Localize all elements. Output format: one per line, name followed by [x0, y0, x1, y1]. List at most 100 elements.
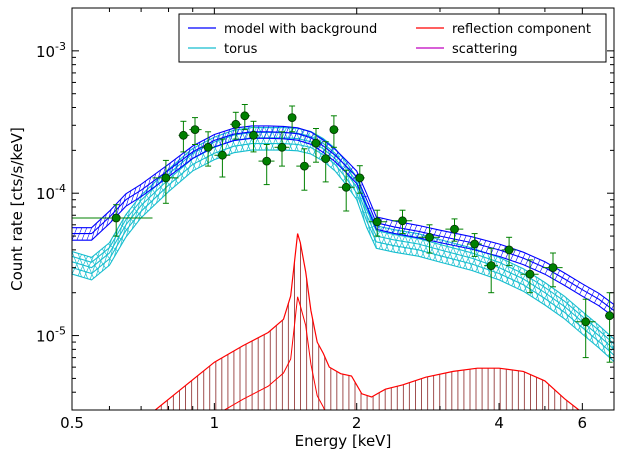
torus-hatch-line [481, 251, 492, 278]
model-hatch-line [190, 144, 196, 161]
torus-hatch-line [541, 280, 552, 310]
model-hatch-line [96, 218, 102, 236]
torus-hatch-line [517, 265, 528, 294]
model-hatch-line [411, 224, 418, 237]
y-tick-exponent: -3 [55, 40, 66, 53]
data-point [178, 120, 190, 153]
model-hatch-line [352, 173, 359, 180]
model-hatch-line [480, 240, 487, 252]
model-hatch-line [495, 244, 501, 256]
data-point [240, 104, 251, 131]
model-hatch-line [337, 156, 344, 165]
data-marker [262, 156, 272, 166]
data-point [189, 117, 202, 145]
x-tick-label: 2 [352, 414, 362, 432]
model-hatch-line [180, 151, 186, 168]
torus-hatch-line [493, 255, 504, 282]
model-hatch-line [81, 227, 88, 241]
model-hatch-line [214, 132, 221, 147]
data-marker [240, 111, 250, 121]
model-hatch-line [283, 126, 290, 139]
model-hatch-line [258, 125, 265, 139]
data-point [354, 165, 365, 194]
torus-hatch-line [535, 276, 546, 306]
model-hatch-line [125, 190, 132, 207]
model-hatch-line [101, 213, 107, 231]
x-tick-label: 0.5 [60, 414, 84, 432]
data-point [230, 111, 242, 140]
torus-hatch-line [330, 144, 341, 178]
data-point [296, 148, 311, 191]
model-hatch-line [465, 236, 472, 249]
x-tick-label: 6 [578, 414, 588, 432]
model-hatch-line [446, 232, 452, 245]
torus-hatch-line [186, 153, 197, 170]
data-marker [287, 113, 297, 122]
reflection-line [154, 233, 580, 410]
y-tick-labels: 10-510-410-3 [36, 40, 66, 346]
model-hatch-line [598, 297, 605, 307]
model-hatch-line [293, 127, 299, 140]
model-hatch-line [362, 195, 368, 198]
torus-hatch-line [595, 322, 606, 355]
legend-label-torus: torus [224, 42, 258, 57]
model-hatch-line [347, 166, 354, 175]
model-hatch-line [564, 276, 570, 286]
legend-box [178, 13, 607, 63]
data-marker [178, 130, 188, 140]
torus-hatch-line [354, 174, 366, 222]
model-hatch-line [500, 246, 506, 258]
model-hatch-line [392, 221, 398, 234]
model-hatch-line [288, 127, 294, 140]
model-hatch-line [308, 133, 314, 144]
model-hatch-line [529, 257, 536, 268]
data-marker [161, 173, 171, 183]
data-marker [329, 125, 339, 135]
x-tick-label: 1 [210, 414, 220, 432]
torus-hatch-line [457, 244, 468, 270]
model-hatch-line [436, 230, 442, 242]
data-point [418, 224, 440, 254]
torus-hatch-line [451, 242, 462, 268]
data-marker [299, 161, 309, 171]
torus-hatch-line [547, 284, 558, 314]
data-point [368, 209, 388, 237]
model-hatch-line [421, 227, 428, 239]
data-point [542, 252, 563, 288]
model-hatch-line [121, 193, 127, 212]
model-hatch-line [554, 270, 561, 281]
model-hatch-line [76, 227, 83, 241]
torus-hatch-line [559, 292, 570, 324]
torus-hatch-line [119, 224, 131, 233]
data-marker [203, 142, 213, 152]
data-marker [372, 217, 382, 227]
model-hatch-line [510, 249, 516, 261]
plot-area [72, 104, 614, 410]
data-marker [277, 142, 287, 152]
model-hatch-line [91, 222, 97, 241]
model-hatch-line [387, 220, 393, 232]
data-point [320, 141, 331, 183]
torus-hatch-line [366, 205, 378, 249]
model-hatch-line [534, 259, 541, 271]
torus-hatch-line [95, 253, 106, 269]
data-marker [190, 125, 200, 135]
model-hatch-line [559, 273, 565, 283]
model-hatch-line [406, 224, 413, 236]
model-hatch-line [456, 234, 462, 247]
model-hatch-line [327, 147, 334, 157]
model-hatch-line [613, 316, 614, 317]
y-tick-label: 10-4 [36, 182, 66, 203]
y-tick-base: 10 [36, 328, 55, 346]
model-hatch-line [224, 129, 230, 144]
data-point [501, 236, 517, 267]
data-point [72, 204, 153, 237]
torus-hatch-line [613, 360, 614, 362]
data-marker [355, 173, 365, 183]
model-hatch-line [579, 284, 585, 295]
model-hatch-line [461, 235, 467, 248]
x-tick-label: 4 [494, 414, 504, 432]
data-marker [581, 317, 591, 327]
reflection-fill [160, 243, 574, 410]
model-hatch-line [441, 231, 447, 244]
